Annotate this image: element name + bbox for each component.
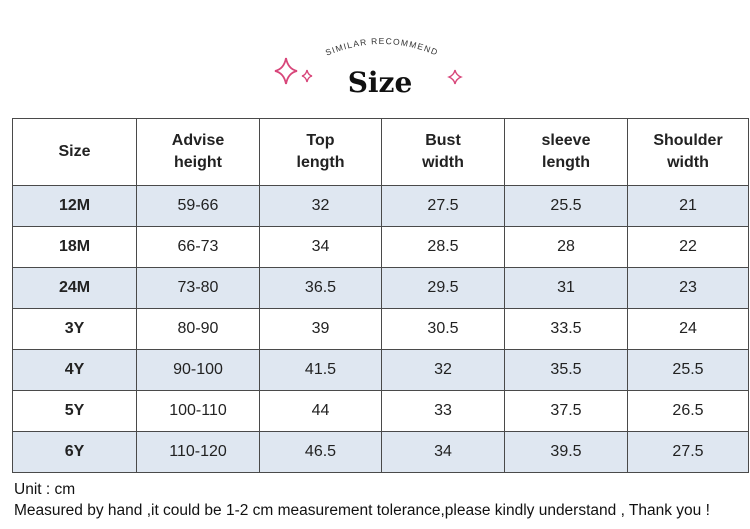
cell: 39.5 [504, 431, 628, 473]
cell: 32 [259, 185, 382, 227]
header-cell: Top length [259, 118, 382, 186]
cell: 59-66 [136, 185, 260, 227]
data-row: 3Y 80-90 39 30.5 33.5 24 [12, 308, 749, 350]
data-row: 6Y 110-120 46.5 34 39.5 27.5 [12, 431, 749, 473]
cell: 39 [259, 308, 382, 350]
tolerance-note: Measured by hand ,it could be 1-2 cm mea… [14, 502, 710, 519]
cell: 100-110 [136, 390, 260, 432]
cell: 25.5 [504, 185, 628, 227]
data-row: 4Y 90-100 41.5 32 35.5 25.5 [12, 349, 749, 391]
cell: 37.5 [504, 390, 628, 432]
cell: 21 [627, 185, 749, 227]
cell: 41.5 [259, 349, 382, 391]
header-text: Advise [171, 132, 225, 149]
arc-text-path: SIMILAR RECOMMEND [324, 36, 439, 58]
header-row: Size Advise height Top length Bust width sleeve… [12, 118, 749, 186]
cell: 35.5 [504, 349, 628, 391]
cell: 31 [504, 267, 628, 309]
cell: 6Y [12, 431, 137, 473]
header-text: sleeve [541, 132, 591, 149]
cell: 66-73 [136, 226, 260, 268]
header-text: Shoulder [653, 132, 723, 149]
cell: 33 [381, 390, 505, 432]
sparkle [274, 57, 298, 85]
title: Size [348, 66, 413, 99]
cell: 28 [504, 226, 628, 268]
cell: 28.5 [381, 226, 505, 268]
size-table: Size Advise height Top length Bust width sleeve… [12, 118, 749, 473]
cell: 12M [12, 185, 137, 227]
cell: 44 [259, 390, 382, 432]
header-cell: Bust width [381, 118, 505, 186]
cell: 25.5 [627, 349, 749, 391]
header-text: height [174, 154, 222, 171]
header-text: length [296, 154, 345, 171]
sparkle [301, 69, 313, 83]
arc-text: SIMILAR RECOMMEND [324, 36, 440, 58]
cell: 24M [12, 267, 137, 309]
header-cell: Advise height [136, 118, 260, 186]
unit-note: Unit : cm [14, 481, 76, 498]
cell: 23 [627, 267, 749, 309]
header-cell: Shoulder width [627, 118, 749, 186]
sparkle [447, 69, 463, 85]
cell: 36.5 [259, 267, 382, 309]
header-text: Bust [425, 132, 461, 149]
cell: 30.5 [381, 308, 505, 350]
cell: 34 [259, 226, 382, 268]
header-text: Top [306, 132, 335, 149]
header-cell: Size [12, 118, 137, 186]
cell: 3Y [12, 308, 137, 350]
cell: 5Y [12, 390, 137, 432]
cell: 24 [627, 308, 749, 350]
header-text: width [667, 154, 709, 171]
data-row: 18M 66-73 34 28.5 28 22 [12, 226, 749, 268]
cell: 110-120 [136, 431, 260, 473]
cell: 4Y [12, 349, 137, 391]
cell: 27.5 [381, 185, 505, 227]
header-text: Size [58, 143, 91, 160]
data-row: 24M 73-80 36.5 29.5 31 23 [12, 267, 749, 309]
header-cell: sleeve length [504, 118, 628, 186]
cell: 33.5 [504, 308, 628, 350]
data-row: 5Y 100-110 44 33 37.5 26.5 [12, 390, 749, 432]
cell: 80-90 [136, 308, 260, 350]
cell: 29.5 [381, 267, 505, 309]
data-row: 12M 59-66 32 27.5 25.5 21 [12, 185, 749, 227]
cell: 34 [381, 431, 505, 473]
header-text: length [542, 154, 590, 171]
header: SIMILAR RECOMMEND Size [274, 36, 463, 99]
cell: 32 [381, 349, 505, 391]
header-text: width [422, 154, 464, 171]
cell: 18M [12, 226, 137, 268]
cell: 90-100 [136, 349, 260, 391]
cell: 27.5 [627, 431, 749, 473]
cell: 46.5 [259, 431, 382, 473]
cell: 73-80 [136, 267, 260, 309]
cell: 22 [627, 226, 749, 268]
cell: 26.5 [627, 390, 749, 432]
